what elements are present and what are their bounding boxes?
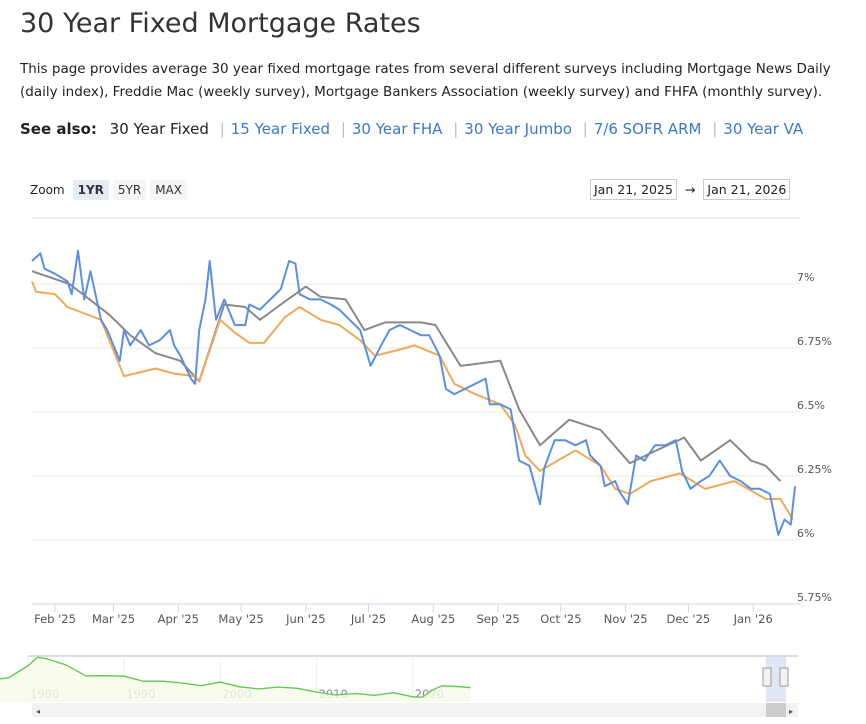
x-tick-label: Dec '25 <box>667 612 711 626</box>
scroll-left-icon[interactable]: ◂ <box>36 707 40 716</box>
x-tick-label: Mar '25 <box>92 612 135 626</box>
x-tick-label: Jul '25 <box>350 612 386 626</box>
y-tick-label: 5.75% <box>797 591 832 604</box>
x-tick-label: Sep '25 <box>477 612 520 626</box>
x-tick-label: Feb '25 <box>34 612 76 626</box>
link-sofr-arm[interactable]: 7/6 SOFR ARM <box>593 120 702 138</box>
x-tick-label: Jan '26 <box>733 612 773 626</box>
navigator-handle[interactable] <box>779 667 789 687</box>
y-tick-label: 6.25% <box>797 463 832 476</box>
zoom-label: Zoom <box>30 183 65 197</box>
y-tick-label: 6.5% <box>797 399 825 412</box>
see-also-nav: See also: 30 Year Fixed | 15 Year Fixed |… <box>20 120 803 138</box>
page-description: This page provides average 30 year fixed… <box>20 61 831 100</box>
divider: | <box>219 120 225 138</box>
divider: | <box>340 120 346 138</box>
link-30-year-va[interactable]: 30 Year VA <box>723 120 804 138</box>
divider: | <box>712 120 718 138</box>
date-range: Jan 21, 2025 → Jan 21, 2026 <box>590 179 791 200</box>
zoom-controls: Zoom 1YR 5YR MAX <box>30 180 187 200</box>
navigator-area <box>0 657 471 702</box>
date-from-input[interactable]: Jan 21, 2025 <box>590 179 677 200</box>
y-tick-label: 6.75% <box>797 335 832 348</box>
x-tick-label: Apr '25 <box>158 612 199 626</box>
arrow-right-icon: → <box>684 182 696 197</box>
x-tick-label: Nov '25 <box>604 612 648 626</box>
date-to-input[interactable]: Jan 21, 2026 <box>703 179 791 200</box>
navigator-line <box>0 656 471 698</box>
navigator-handle[interactable] <box>762 667 772 687</box>
see-also-label: See also: <box>20 120 97 138</box>
link-30-year-fha[interactable]: 30 Year FHA <box>351 120 443 138</box>
series-line <box>31 249 796 536</box>
link-30-year-jumbo[interactable]: 30 Year Jumbo <box>464 120 572 138</box>
divider: | <box>453 120 459 138</box>
zoom-max-button[interactable]: MAX <box>150 180 187 200</box>
link-15-year-fixed[interactable]: 15 Year Fixed <box>230 120 331 138</box>
see-also-current: 30 Year Fixed <box>109 120 209 138</box>
x-tick-label: Jun '25 <box>285 612 325 626</box>
zoom-1yr-button[interactable]: 1YR <box>72 180 109 200</box>
scroll-right-icon[interactable]: ▸ <box>789 707 793 716</box>
x-tick-label: Aug '25 <box>411 612 455 626</box>
series-line <box>31 281 794 521</box>
page-title: 30 Year Fixed Mortgage Rates <box>20 8 421 39</box>
x-tick-label: Oct '25 <box>540 612 581 626</box>
zoom-5yr-button[interactable]: 5YR <box>112 180 147 200</box>
y-tick-label: 6% <box>797 527 814 540</box>
divider: | <box>582 120 588 138</box>
scrollbar-track[interactable] <box>32 703 798 717</box>
series-line <box>31 270 782 482</box>
x-tick-label: May '25 <box>218 612 263 626</box>
y-tick-label: 7% <box>797 271 814 284</box>
scrollbar-thumb[interactable] <box>766 703 786 717</box>
